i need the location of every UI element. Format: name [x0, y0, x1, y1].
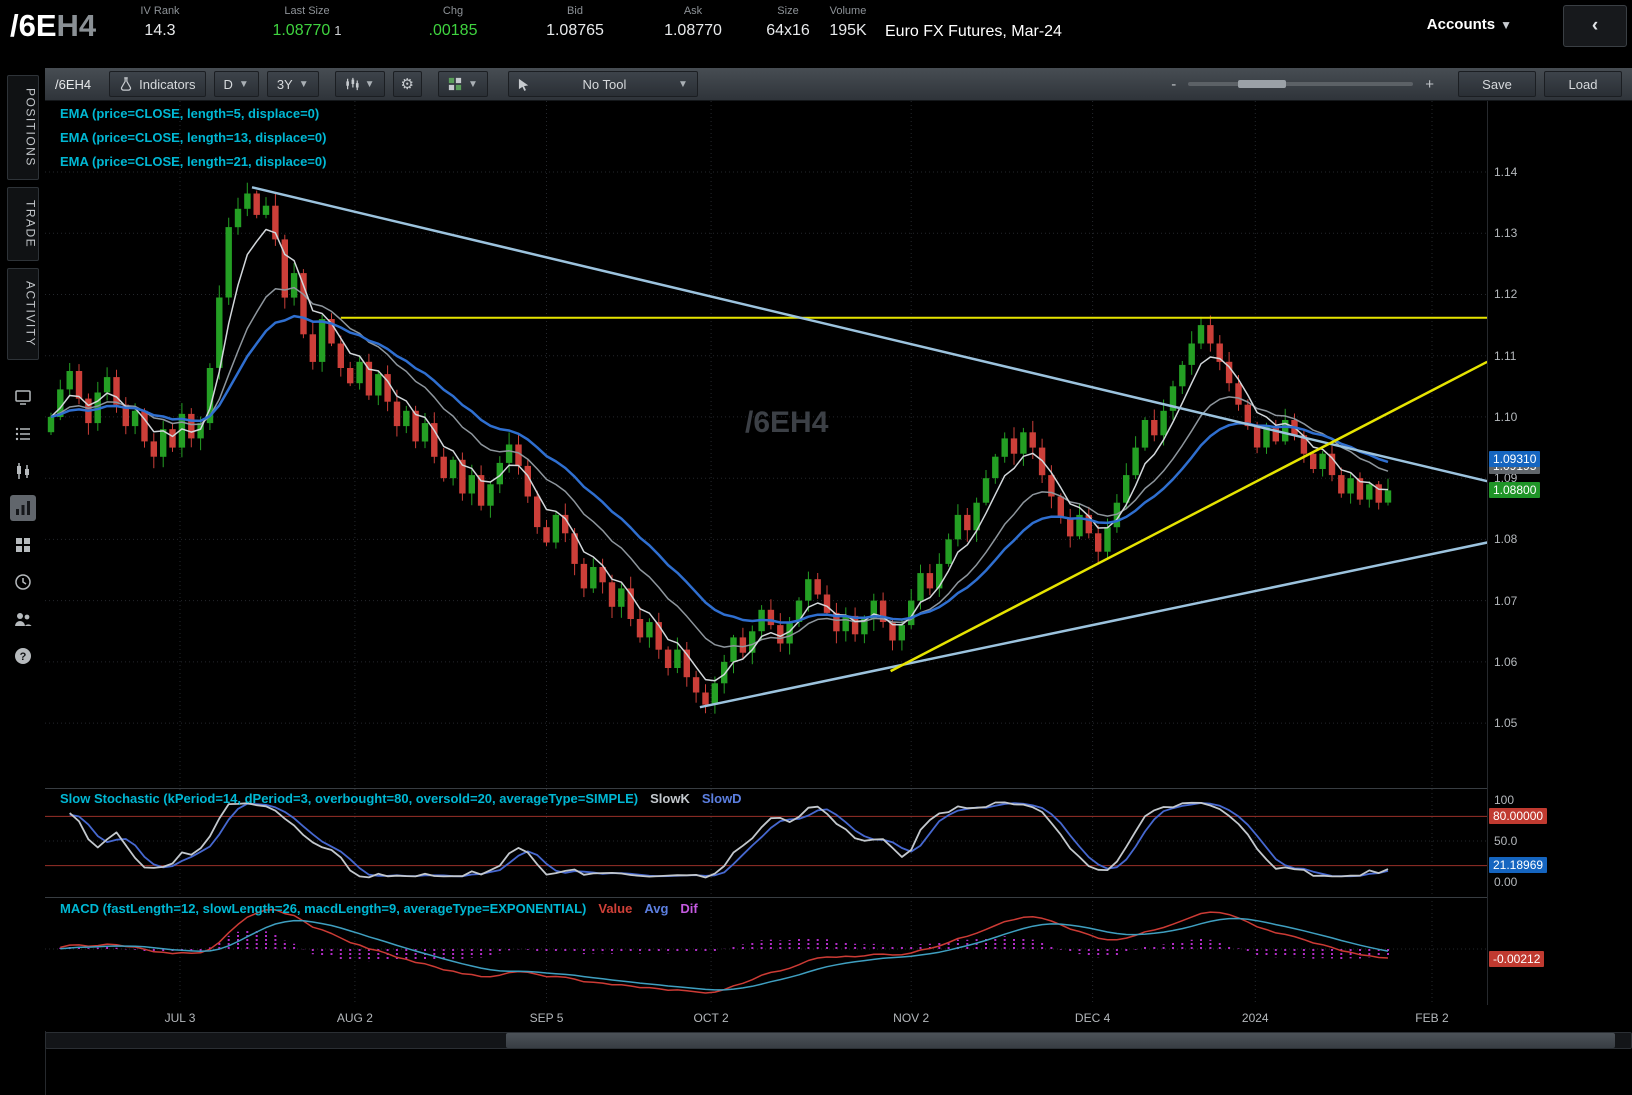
price-tick-1.14: 1.14 — [1494, 165, 1517, 179]
sidebar-tabs: POSITIONS TRADE ACTIVITY — [0, 75, 45, 360]
chart-icon[interactable] — [10, 495, 36, 521]
price-tick-1.05: 1.05 — [1494, 716, 1517, 730]
timeframe-value: D — [224, 77, 233, 92]
zoom-slider[interactable] — [1188, 82, 1413, 86]
time-tick-nov-2: NOV 2 — [893, 1011, 929, 1025]
time-tick-feb-2: FEB 2 — [1415, 1011, 1448, 1025]
chart-type-dropdown[interactable]: ▼ — [335, 71, 385, 97]
chevron-down-icon: ▼ — [299, 79, 309, 90]
chevron-down-icon: ▼ — [678, 79, 688, 90]
stoch-bubble-80.00000: 80.00000 — [1489, 808, 1547, 824]
symbol-month-code: H4 — [57, 8, 97, 43]
chevron-down-icon: ▼ — [365, 79, 375, 90]
drawing-set-icon — [448, 77, 462, 91]
save-button[interactable]: Save — [1458, 71, 1536, 97]
timeframe-dropdown[interactable]: D▼ — [214, 71, 259, 97]
quote-field-ask: Ask1.08770 — [664, 5, 722, 40]
chart-scrollbar[interactable] — [45, 1032, 1632, 1049]
sidebar-tab-trade[interactable]: TRADE — [7, 187, 39, 261]
quote-field-iv-rank: IV Rank14.3 — [140, 5, 179, 40]
price-axis: 1.141.131.121.111.101.091.081.071.061.05… — [1487, 101, 1632, 1005]
zoom-out-button[interactable]: - — [1171, 76, 1176, 93]
chart-scrollbar-thumb[interactable] — [506, 1033, 1616, 1048]
accounts-menu[interactable]: Accounts ▼ — [1427, 16, 1512, 33]
stoch-bubble-21.18969: 21.18969 — [1489, 857, 1547, 873]
chart-canvas[interactable] — [45, 101, 1487, 1005]
quote-field-last-size: Last Size1.087701 — [272, 5, 341, 40]
price-tick-1.11: 1.11 — [1494, 349, 1516, 363]
symbol-root: /6E — [10, 8, 57, 43]
drawing-tool-value: No Tool — [583, 77, 627, 92]
symbol-title: /6EH4 — [10, 8, 96, 44]
chevron-left-icon: ‹ — [1592, 15, 1598, 37]
price-bubble-1.08800: 1.08800 — [1489, 482, 1540, 498]
drawing-set-dropdown[interactable]: ▼ — [438, 71, 488, 97]
candles-icon[interactable] — [10, 458, 36, 484]
price-tick-1.06: 1.06 — [1494, 655, 1517, 669]
svg-text:?: ? — [19, 651, 26, 663]
chart-type-icon — [345, 77, 359, 91]
help-icon[interactable]: ? — [10, 643, 36, 669]
time-tick-2024: 2024 — [1242, 1011, 1269, 1025]
community-icon[interactable] — [10, 606, 36, 632]
stoch-tick-0.00: 0.00 — [1494, 875, 1517, 889]
quote-field-size: Size64x16 — [766, 5, 810, 40]
accounts-label: Accounts — [1427, 16, 1495, 33]
quote-field-volume: Volume195K — [829, 5, 866, 40]
chart-toolbar: /6EH4 Indicators D▼ 3Y▼ ▼ ⚙ ▼ No Tool ▼ … — [45, 68, 1632, 101]
chevron-down-icon: ▼ — [1500, 18, 1512, 32]
drawing-tool-dropdown[interactable]: No Tool ▼ — [508, 71, 698, 97]
stoch-tick-50.0: 50.0 — [1494, 834, 1517, 848]
gear-icon: ⚙ — [401, 75, 414, 93]
chart-symbol-label: /6EH4 — [55, 77, 91, 92]
chevron-down-icon: ▼ — [239, 79, 249, 90]
chevron-down-icon: ▼ — [468, 79, 478, 90]
grid-icon[interactable] — [10, 532, 36, 558]
left-sidebar: POSITIONS TRADE ACTIVITY — [0, 68, 46, 1095]
time-tick-sep-5: SEP 5 — [530, 1011, 564, 1025]
range-value: 3Y — [277, 77, 293, 92]
indicators-button[interactable]: Indicators — [109, 71, 205, 97]
instrument-description: Euro FX Futures, Mar-24 — [885, 23, 1062, 41]
load-button[interactable]: Load — [1544, 71, 1622, 97]
price-tick-1.10: 1.10 — [1494, 410, 1517, 424]
zoom-control: - + — [1171, 76, 1434, 93]
quote-field-bid: Bid1.08765 — [546, 5, 604, 40]
range-dropdown[interactable]: 3Y ▼ — [267, 71, 319, 97]
indicators-label: Indicators — [139, 77, 195, 92]
time-tick-jul-3: JUL 3 — [165, 1011, 196, 1025]
sidebar-tab-activity[interactable]: ACTIVITY — [7, 268, 39, 360]
chart-settings-button[interactable]: ⚙ — [393, 71, 422, 97]
quote-field-chg: Chg.00185 — [429, 5, 478, 40]
price-bubble-1.09310: 1.09310 — [1489, 451, 1540, 467]
stoch-tick-100: 100 — [1494, 793, 1514, 807]
price-tick-1.08: 1.08 — [1494, 532, 1517, 546]
time-tick-dec-4: DEC 4 — [1075, 1011, 1110, 1025]
monitor-icon[interactable] — [10, 384, 36, 410]
time-axis: JUL 3 AUG 2 SEP 5 OCT 2 NOV 2 DEC 4 2024 FEB 2 — [45, 1005, 1487, 1031]
collapse-panel-button[interactable]: ‹ — [1563, 5, 1627, 47]
zoom-slider-thumb[interactable] — [1238, 80, 1286, 88]
trading-platform: /6EH4 IV Rank14.3 Last Size1.087701 Chg.00… — [0, 0, 1632, 1095]
history-icon[interactable] — [10, 569, 36, 595]
price-tick-1.13: 1.13 — [1494, 226, 1517, 240]
cursor-icon — [518, 78, 531, 91]
zoom-in-button[interactable]: + — [1425, 76, 1434, 93]
price-tick-1.07: 1.07 — [1494, 594, 1517, 608]
sidebar-tab-positions[interactable]: POSITIONS — [7, 75, 39, 180]
time-tick-oct-2: OCT 2 — [694, 1011, 729, 1025]
watchlist-icon[interactable] — [10, 421, 36, 447]
indicators-icon — [119, 77, 133, 91]
time-tick-aug-2: AUG 2 — [337, 1011, 373, 1025]
sidebar-icons: ? — [0, 384, 45, 669]
price-tick-1.12: 1.12 — [1494, 287, 1517, 301]
macd-bubble--0.00212: -0.00212 — [1489, 951, 1544, 967]
quote-header: /6EH4 IV Rank14.3 Last Size1.087701 Chg.00… — [0, 0, 1632, 68]
